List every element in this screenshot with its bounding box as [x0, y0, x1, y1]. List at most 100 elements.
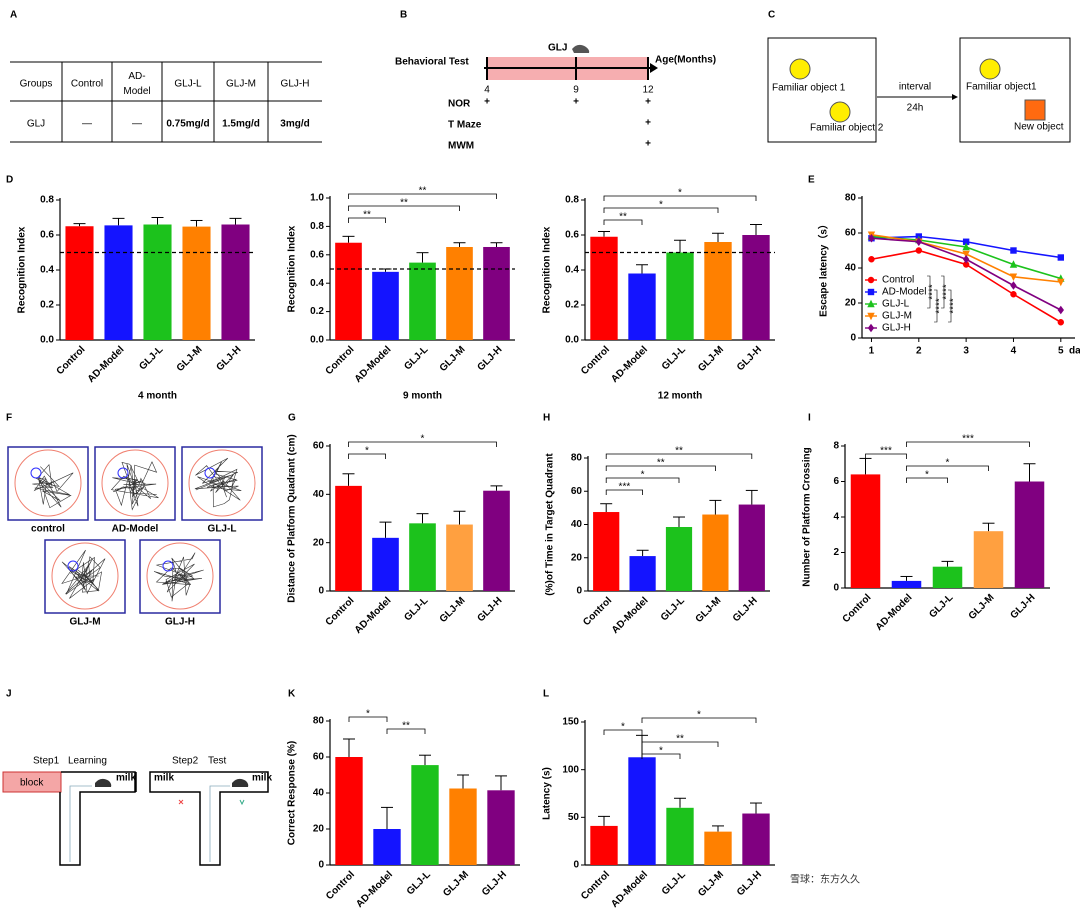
y-tick-label: 0	[576, 586, 582, 597]
label: **	[402, 721, 410, 732]
label: +	[645, 139, 651, 150]
x-tick-label: Control	[581, 595, 614, 628]
marker	[868, 256, 875, 263]
bar	[590, 236, 618, 340]
significance-bracket	[941, 275, 945, 309]
route	[69, 785, 92, 862]
x-tick-label: GLJ-L	[660, 869, 688, 897]
marker	[1009, 260, 1018, 268]
x-tick-label: 2	[916, 346, 922, 357]
label: 4	[484, 85, 490, 96]
label: —	[132, 119, 142, 130]
y-tick-label: 40	[313, 489, 325, 500]
y-tick-label: 0.4	[40, 265, 54, 276]
x-tick-label: GLJ-L	[659, 595, 687, 623]
y-axis-label: (%)of Time in Target Quadrant	[545, 453, 556, 596]
bar	[335, 485, 362, 591]
label: A	[10, 10, 17, 21]
bar	[104, 225, 133, 340]
maze-frame	[7, 446, 89, 521]
maze-frame	[139, 539, 221, 614]
y-tick-label: 100	[562, 764, 579, 775]
label: ****	[942, 284, 953, 300]
significance-bracket	[348, 453, 386, 459]
y-tick-label: 2	[833, 547, 839, 558]
marker	[1010, 281, 1017, 290]
label: 9 month	[403, 391, 442, 402]
label: 0.75mg/d	[166, 119, 209, 130]
label: *	[621, 722, 625, 733]
significance-bracket	[906, 441, 1030, 447]
label: 1.5mg/d	[222, 119, 260, 130]
y-tick-label: 0.8	[565, 195, 579, 206]
y-axis-label: Number of Platform Crossing	[802, 447, 813, 586]
y-tick-label: 20	[571, 552, 583, 563]
significance-bracket	[603, 195, 757, 201]
marker	[962, 250, 970, 259]
label: AD-Model	[123, 71, 150, 97]
marker	[868, 234, 875, 243]
label: ***	[619, 482, 631, 493]
bar	[704, 242, 732, 340]
label: *	[659, 200, 663, 211]
y-tick-label: 60	[571, 486, 583, 497]
y-axis-label: Escape latency（s）	[817, 219, 830, 317]
y-tick-label: 150	[562, 717, 579, 728]
label: *	[697, 710, 701, 721]
x-tick-label: GLJ-H	[475, 595, 504, 624]
marker	[1057, 254, 1064, 261]
label: +	[484, 97, 490, 108]
x-tick-label: Control	[579, 869, 612, 902]
label: ****	[935, 298, 946, 314]
significance-bracket	[605, 465, 716, 471]
y-tick-label: 60	[313, 441, 325, 452]
label: Behavioral Test	[395, 57, 469, 68]
bar	[182, 226, 211, 340]
marker	[1009, 273, 1018, 281]
label: 12	[642, 85, 654, 96]
x-tick-label: 1	[869, 346, 875, 357]
label: +	[573, 97, 579, 108]
y-tick-label: 80	[845, 193, 857, 204]
label: Learning	[68, 756, 107, 767]
label: **	[400, 198, 408, 209]
bar	[143, 224, 172, 340]
bar	[487, 790, 515, 865]
marker	[915, 237, 922, 246]
bar	[742, 235, 770, 340]
y-tick-label: 0.4	[310, 278, 324, 289]
label: D	[6, 175, 13, 186]
x-tick-label: GLJ-L	[402, 595, 430, 623]
label: milk	[116, 773, 136, 784]
bar	[738, 504, 765, 591]
x-tick-label: GLJ-L	[660, 344, 688, 372]
swim-track	[194, 457, 242, 508]
platform	[67, 560, 79, 572]
x-tick-label: AD-Model	[353, 344, 394, 385]
y-tick-label: 0.4	[565, 265, 579, 276]
label: AD-Model	[112, 524, 159, 535]
bar	[891, 580, 922, 588]
label: **	[619, 212, 627, 223]
swim-track	[61, 549, 106, 599]
x-tick-label: GLJ-H	[1008, 592, 1037, 621]
x-tick-label: Control	[324, 869, 357, 902]
bar	[590, 825, 618, 865]
bar	[335, 757, 363, 865]
label: GLJ-M	[226, 79, 256, 90]
legend-label: GLJ-L	[882, 299, 910, 310]
bar	[629, 556, 656, 591]
x-tick-label: GLJ-M	[441, 869, 471, 899]
marker	[867, 312, 875, 321]
label: J	[6, 689, 12, 700]
label: GLJ-L	[174, 79, 202, 90]
bar	[411, 765, 439, 865]
x-tick-label: GLJ-H	[480, 869, 509, 898]
x-tick-label: AD-Model	[609, 869, 650, 910]
label: *	[641, 470, 645, 481]
significance-bracket	[865, 453, 907, 459]
label: **	[675, 446, 683, 457]
significance-bracket	[641, 717, 757, 723]
y-tick-label: 0	[833, 583, 839, 594]
